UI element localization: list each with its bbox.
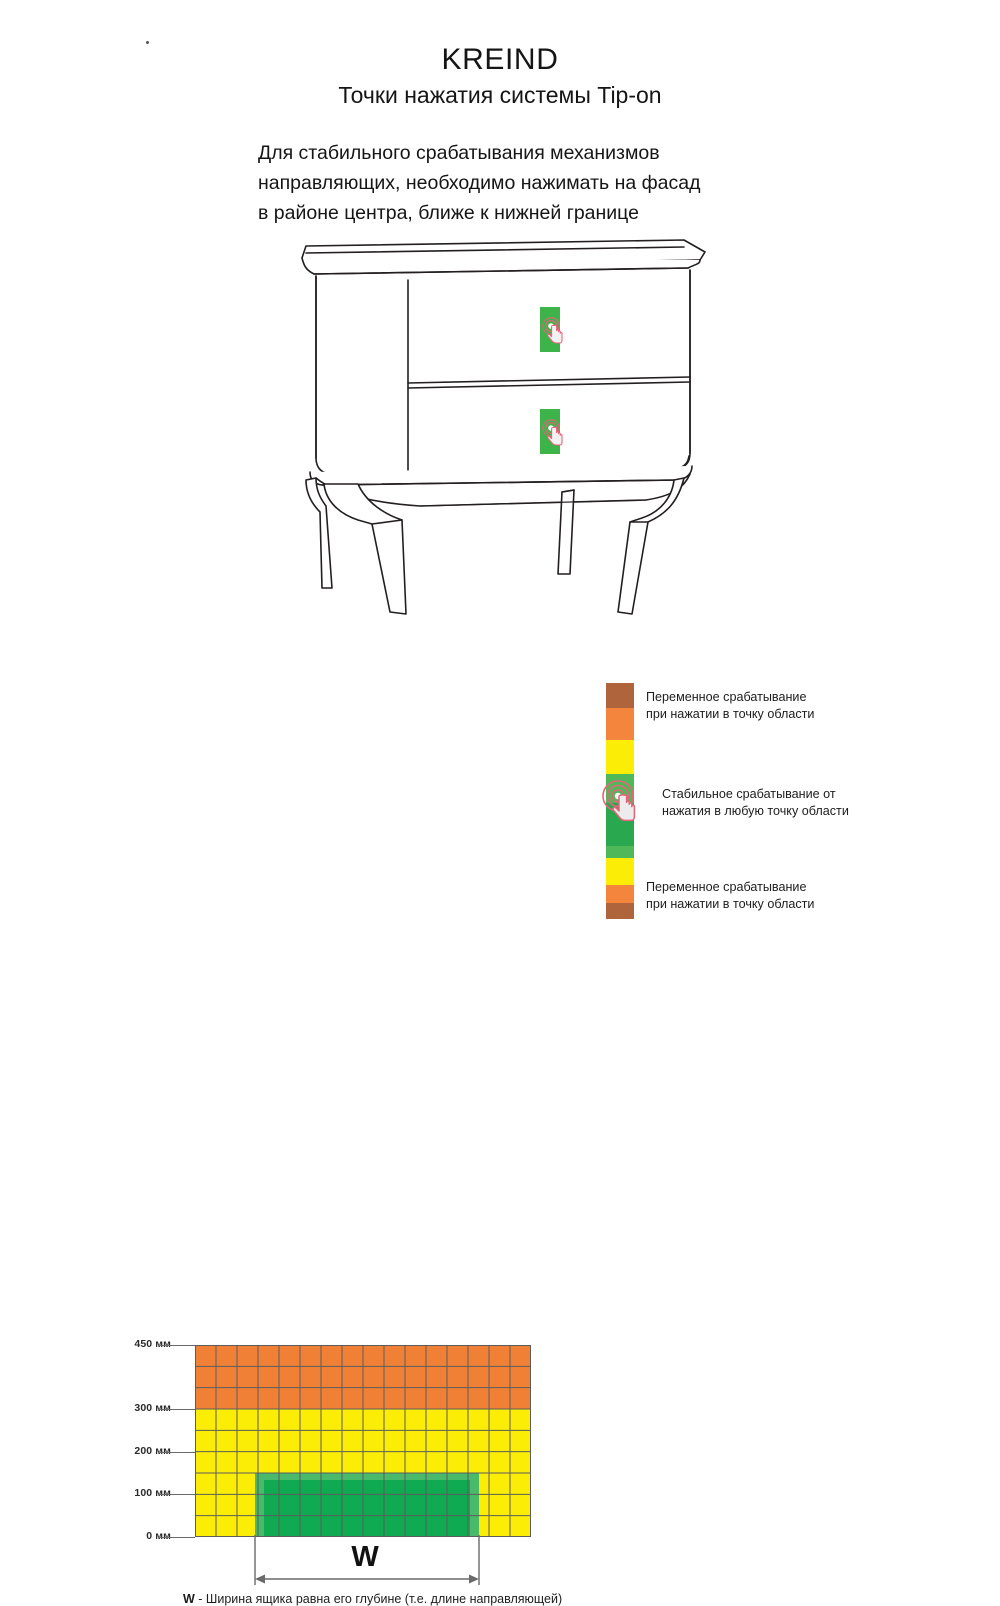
- page-header: KREIND Точки нажатия системы Tip-on: [0, 44, 1000, 108]
- intro-line-1: Для стабильного срабатывания механизмов: [258, 142, 660, 164]
- legend-line: Переменное срабатывание: [646, 690, 807, 704]
- y-tick-label: 100 мм: [134, 1487, 171, 1500]
- legend-bar-segment: [606, 884, 634, 904]
- tap-point-upper-drawer: [540, 307, 566, 352]
- legend-bar-segment: [606, 739, 634, 774]
- width-dimension: W: [195, 1535, 535, 1597]
- y-tick-label: 300 мм: [134, 1402, 171, 1414]
- dust-speck-artifact: [146, 41, 149, 44]
- legend-bar-segment: [606, 857, 634, 885]
- y-tick-mark: [158, 1451, 195, 1453]
- brand-title: KREIND: [441, 43, 559, 76]
- chart-zone-grid: [195, 1345, 531, 1537]
- legend-bar-segment: [606, 707, 634, 740]
- y-tick-mark: [158, 1345, 195, 1346]
- legend-tap-icon: [598, 778, 648, 828]
- legend-label-variable-bottom: Переменное срабатывание при нажатии в то…: [646, 879, 814, 913]
- y-tick-mark: [158, 1537, 195, 1538]
- intro-line-2: направляющих, необходимо нажимать на фас…: [258, 172, 701, 194]
- y-tick-label: 200 мм: [134, 1444, 171, 1457]
- legend-label-stable: Стабильное срабатывание от нажатия в люб…: [662, 786, 849, 820]
- chart-y-axis: 450 мм 300 мм 200 мм 100 мм 0 мм: [134, 1338, 195, 1545]
- chart-legend: Переменное срабатывание при нажатии в то…: [602, 683, 936, 923]
- legend-bar-segment: [606, 683, 634, 708]
- y-tick-mark: [158, 1409, 195, 1410]
- legend-line: Стабильное срабатывание от: [662, 787, 836, 801]
- legend-line: при нажатии в точку области: [646, 897, 815, 911]
- legend-line: нажатия в любую точку области: [662, 804, 849, 818]
- caption-text: - Ширина ящика равна его глубине (т.е. д…: [194, 1592, 563, 1606]
- y-tick-mark: [158, 1494, 195, 1496]
- chart-caption: W - Ширина ящика равна его глубине (т.е.…: [183, 1592, 823, 1606]
- nightstand-illustration: [280, 222, 710, 622]
- y-tick-label: 450 мм: [134, 1338, 171, 1350]
- chart-grid-border: [195, 1345, 531, 1537]
- intro-line-3: в районе центра, ближе к нижней границе: [258, 202, 639, 224]
- legend-line: при нажатии в точку области: [646, 707, 815, 721]
- legend-bar-segment: [606, 846, 634, 858]
- page-subtitle: Точки нажатия системы Tip-on: [338, 81, 662, 108]
- tap-point-lower-drawer: [540, 409, 566, 454]
- legend-bar-segment: [606, 903, 634, 919]
- legend-line: Переменное срабатывание: [646, 880, 807, 894]
- caption-symbol: W: [183, 1592, 195, 1606]
- y-tick-label: 0 мм: [146, 1530, 171, 1542]
- legend-label-variable-top: Переменное срабатывание при нажатии в то…: [646, 689, 814, 723]
- intro-paragraph: Для стабильного срабатывания механизмов …: [258, 138, 778, 228]
